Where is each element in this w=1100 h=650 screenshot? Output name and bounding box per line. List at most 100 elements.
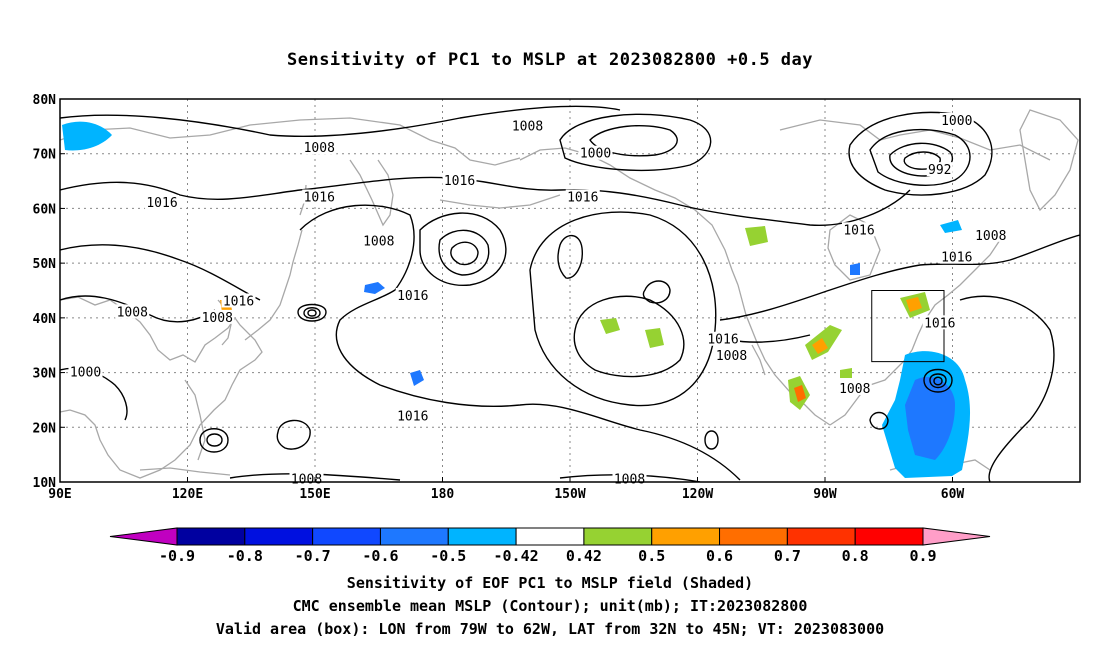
shade-positive-ne-orange	[906, 297, 922, 312]
contour-label-bg	[361, 233, 396, 248]
longitude-axis: 90E 120E 150E 180 150W 120W 90W 60W	[48, 477, 964, 502]
contour-label-bg	[973, 227, 1008, 242]
caption-shaded: Sensitivity of EOF PC1 to MSLP field (Sh…	[346, 574, 754, 592]
contour-label: 1008	[716, 349, 747, 364]
colorbar-label: -0.7	[295, 547, 331, 565]
grid-lines	[60, 99, 1080, 482]
shade-negative-hudson	[850, 263, 860, 275]
coast-arctic-islands	[779, 119, 1051, 161]
contour-1008-north	[60, 105, 621, 137]
colorbar-segment	[515, 527, 585, 546]
contour-label-bg	[939, 112, 974, 127]
colorbar-segment	[176, 527, 246, 546]
contour-label-bg	[200, 309, 235, 324]
colorbar-segment	[379, 527, 449, 546]
colorbar-label: -0.42	[494, 547, 539, 565]
contour-label: 1016	[567, 190, 598, 205]
contour-label-bg	[145, 194, 179, 209]
coast-na-west	[737, 284, 831, 426]
contour-label-bg	[837, 380, 872, 395]
coast-na-east	[911, 239, 1001, 351]
mslp-contours	[60, 105, 1080, 482]
contour-scs-2	[206, 433, 223, 447]
lon-tick-label: 120E	[172, 487, 203, 502]
coast-baja	[751, 344, 766, 376]
colorbar-label: 0.7	[774, 547, 801, 565]
colorbar: -0.9 -0.8 -0.7 -0.6 -0.5 -0.42 0.42 0.5 0.6 0.7 0.…	[109, 527, 991, 565]
contour-label-bg	[510, 118, 545, 133]
lat-tick-label: 30N	[33, 367, 57, 382]
contour-1008-asia	[60, 295, 216, 323]
sensitivity-shading	[62, 121, 971, 478]
colorbar-label: 0.9	[909, 547, 936, 565]
colorbar-triangle-low	[109, 527, 178, 546]
map-area	[60, 99, 1080, 482]
contour-epac-loop	[704, 430, 719, 450]
contour-hurricane-3	[923, 368, 953, 393]
contour-label-bg	[714, 348, 749, 363]
contour-aleutian-low-2	[438, 229, 490, 276]
contour-label-bg	[115, 304, 150, 319]
contour-hurricane-1	[929, 373, 947, 389]
shade-negative-arctic	[62, 121, 112, 151]
lon-tick-label: 150W	[554, 487, 585, 502]
contour-label: 1000	[580, 147, 611, 162]
lon-tick-label: 180	[431, 487, 455, 502]
coast-indonesia	[139, 467, 231, 476]
contour-label-bg	[395, 287, 430, 302]
colorbar-segment	[447, 527, 517, 546]
lon-tick-label: 150E	[299, 487, 330, 502]
contour-wpac-loop	[276, 419, 311, 450]
shade-negative-kuril	[364, 282, 385, 294]
coast-alaska	[519, 147, 739, 286]
shade-positive-orange	[812, 338, 828, 354]
lat-tick-label: 40N	[33, 312, 57, 327]
coast-japan	[244, 229, 303, 341]
contour-label: 1016	[146, 196, 177, 211]
contour-label-bg	[565, 189, 600, 204]
coast-asia	[60, 296, 263, 479]
colorbar-label: -0.8	[227, 547, 263, 565]
shade-negative-core	[905, 376, 955, 460]
lon-tick-label: 90E	[48, 487, 71, 502]
contour-label-bg	[68, 364, 103, 379]
contour-wpac-ty-2	[303, 307, 321, 319]
lon-tick-label: 60W	[941, 487, 965, 502]
contour-label: 1008	[304, 141, 335, 156]
contour-pac-high	[529, 211, 717, 407]
lat-tick-label: 70N	[33, 148, 57, 163]
shade-positive-midpac-2	[645, 328, 664, 348]
contour-label-bg	[922, 315, 957, 330]
colorbar-label: 0.5	[638, 547, 665, 565]
map-title: Sensitivity of PC1 to MSLP at 2023082800…	[286, 50, 813, 70]
contour-label-bg	[442, 173, 477, 188]
contour-1016-atlantic	[959, 295, 1055, 482]
contour-label: 1008	[117, 305, 148, 320]
shade-positive-gulf-orange	[794, 385, 806, 402]
contour-pac-small	[642, 280, 671, 304]
lat-tick-label: 60N	[33, 202, 57, 217]
contour-label: 1016	[843, 223, 874, 238]
colorbar-segment	[854, 527, 924, 546]
contour-label: 1008	[202, 311, 233, 326]
contour-nh-low-2	[869, 128, 971, 186]
shade-positive-caribbean	[840, 368, 852, 378]
contour-label-bg	[578, 145, 613, 160]
colorbar-segment	[719, 527, 788, 546]
lat-tick-label: 20N	[33, 421, 57, 436]
contour-label-bg	[706, 331, 740, 346]
contour-scs-1	[199, 428, 229, 453]
contour-label-bg	[939, 249, 974, 264]
caption-contour: CMC ensemble mean MSLP (Contour); unit(m…	[292, 597, 808, 615]
shade-positive-midpac	[600, 318, 620, 334]
colorbar-label: 0.8	[842, 547, 869, 565]
colorbar-label: 0.6	[706, 547, 733, 565]
contour-wpac-ty-1	[297, 303, 327, 322]
caption-valid-area: Valid area (box): LON from 79W to 62W, L…	[215, 620, 885, 638]
coast-siberia	[60, 117, 521, 166]
shade-negative-wpac	[410, 370, 424, 386]
contour-pac-high-2	[573, 295, 685, 378]
coast-hudson	[827, 214, 881, 281]
